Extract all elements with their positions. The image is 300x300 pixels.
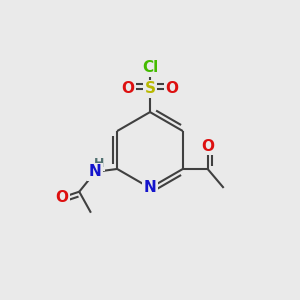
Text: Cl: Cl	[142, 60, 158, 75]
Text: O: O	[201, 139, 214, 154]
Text: O: O	[122, 81, 135, 96]
Text: H: H	[94, 157, 104, 170]
Text: N: N	[144, 180, 156, 195]
Text: O: O	[55, 190, 68, 205]
Text: N: N	[89, 164, 102, 179]
Text: O: O	[165, 81, 178, 96]
Text: S: S	[145, 81, 155, 96]
